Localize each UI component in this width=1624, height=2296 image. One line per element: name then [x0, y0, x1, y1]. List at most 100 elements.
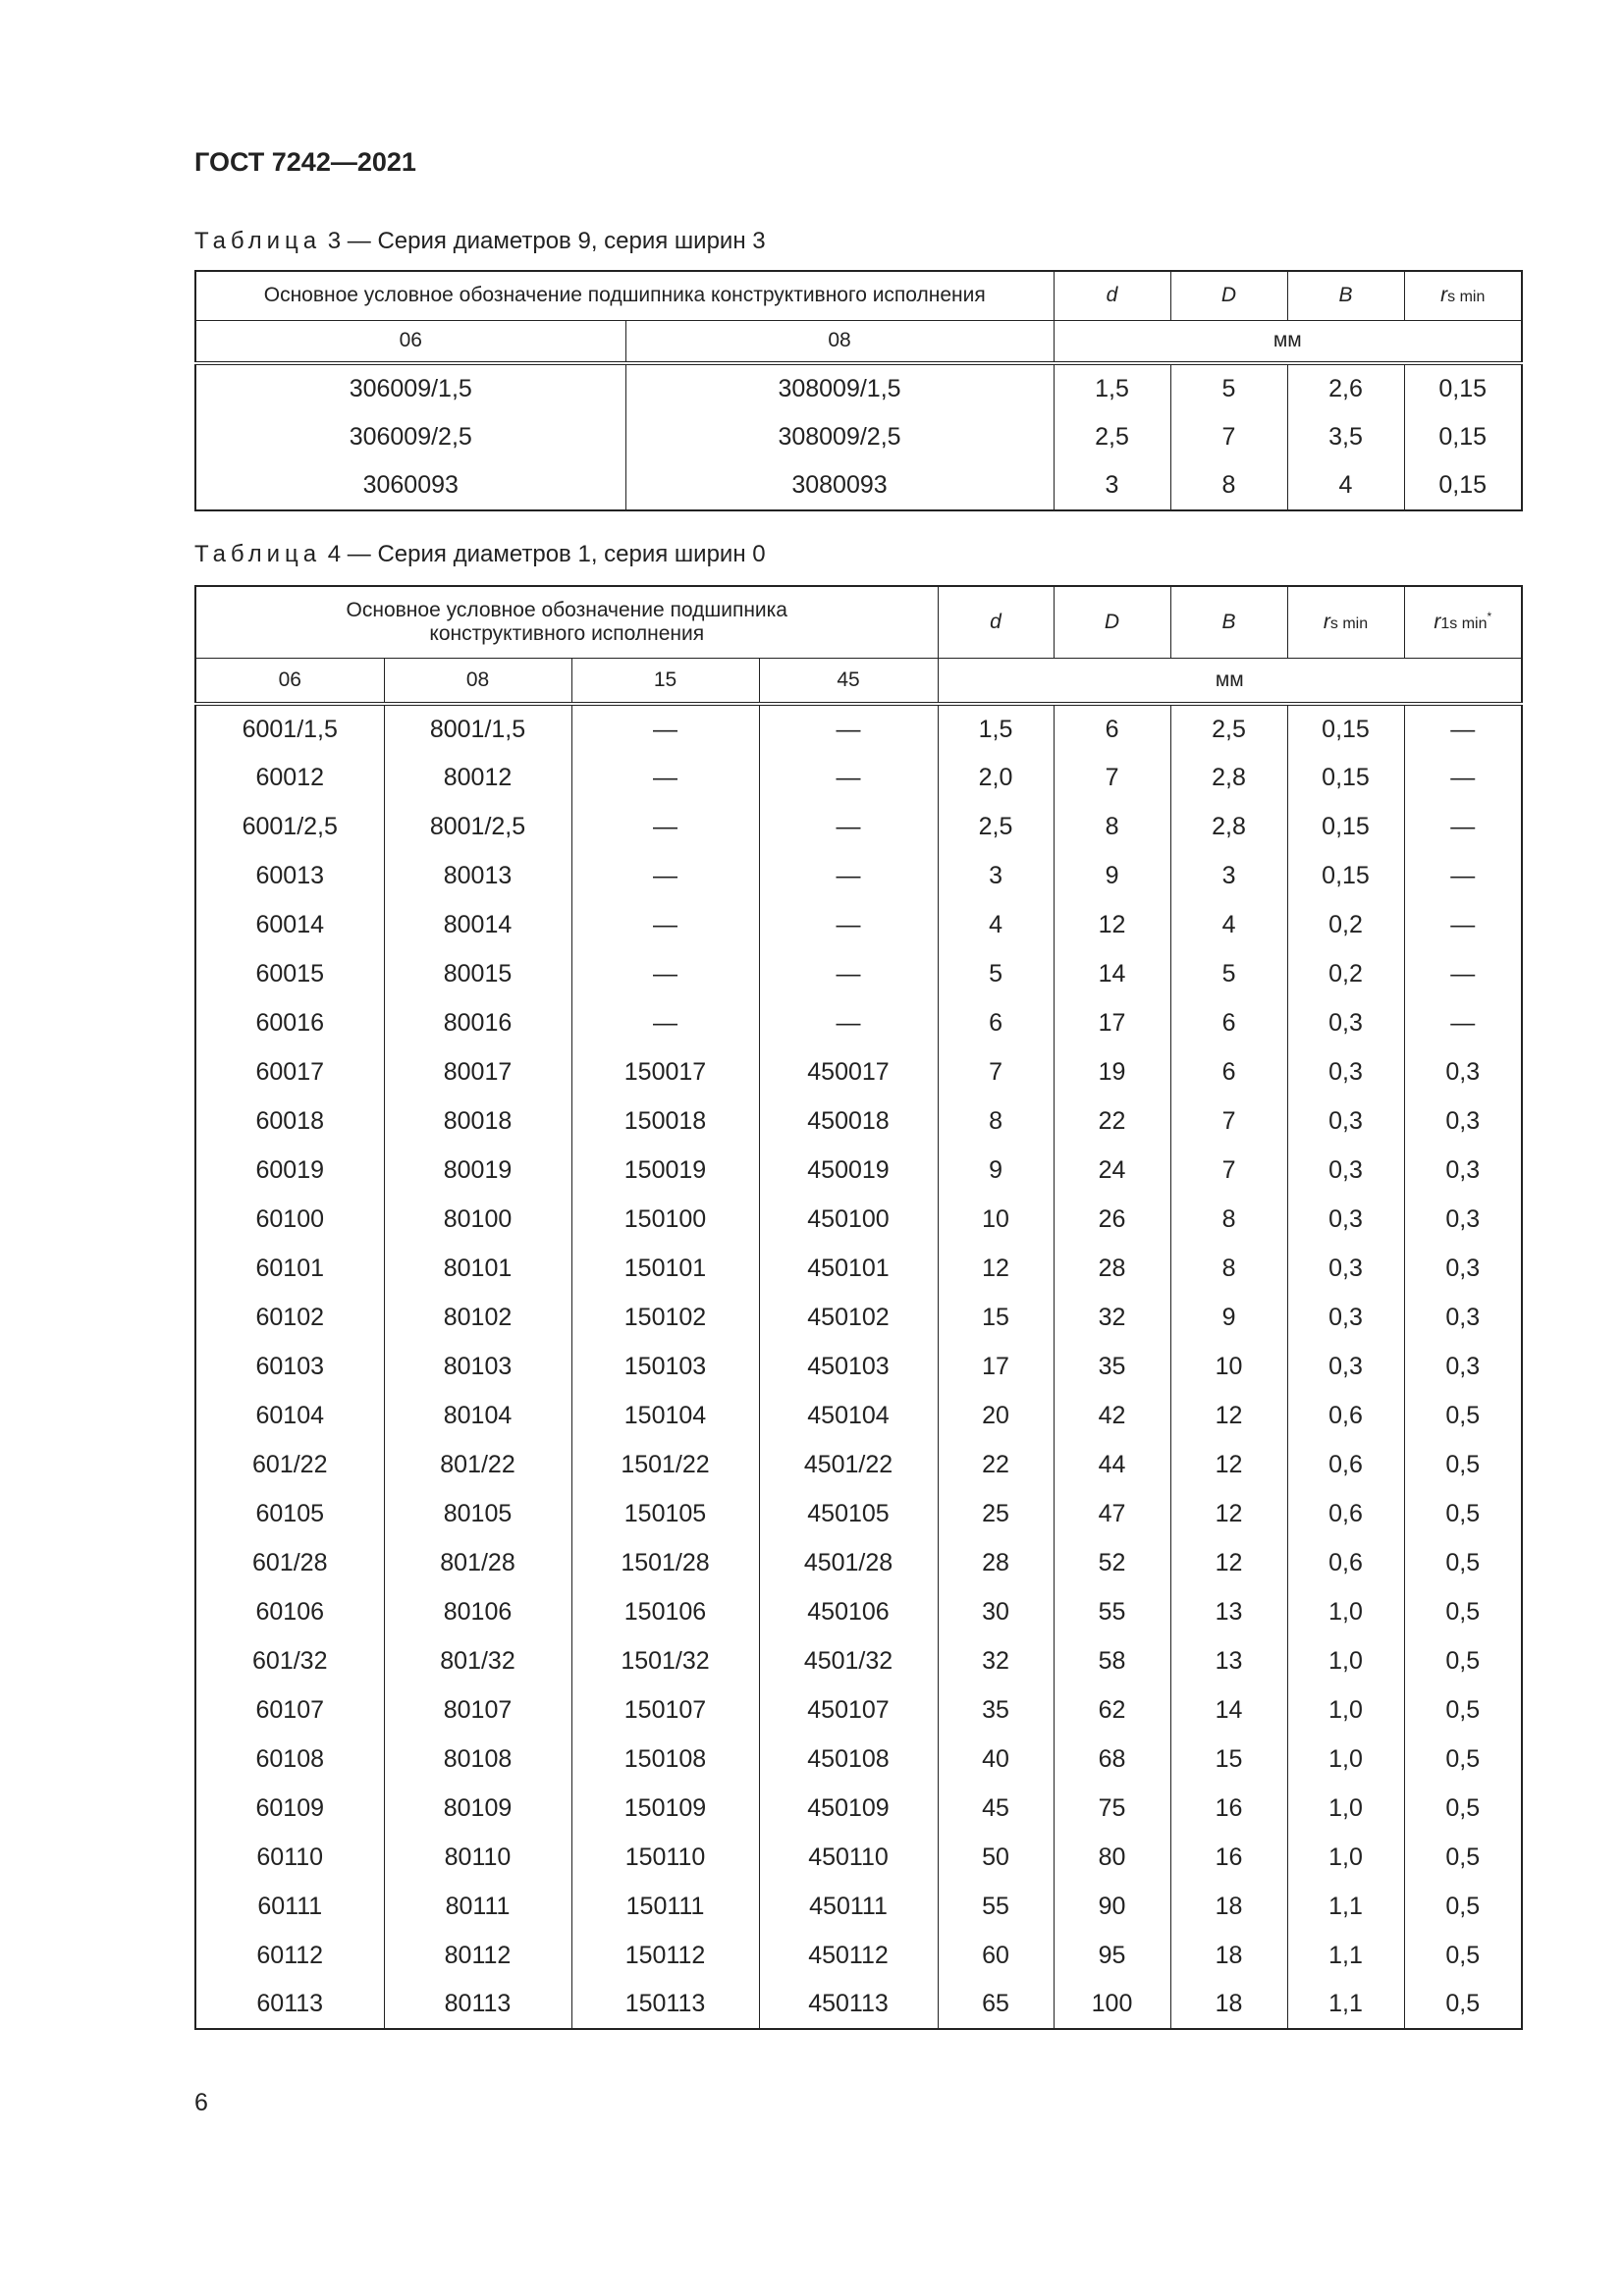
- table-cell: 1501/22: [570, 1440, 760, 1489]
- series-06: 06: [194, 319, 626, 364]
- table-cell: 44: [1053, 1440, 1171, 1489]
- table-cell: 0,6: [1286, 1391, 1405, 1440]
- page-number: 6: [194, 2089, 208, 2116]
- table-cell: 75: [1053, 1784, 1171, 1833]
- table-cell: 17: [937, 1342, 1055, 1391]
- table-cell: 50: [937, 1833, 1055, 1882]
- header-B: B: [1169, 585, 1288, 659]
- series-08: 08: [624, 319, 1055, 364]
- table-cell: 10: [937, 1195, 1055, 1244]
- table-cell: 6: [1169, 1047, 1288, 1096]
- table-cell: 80012: [383, 753, 572, 802]
- table-cell: —: [1403, 753, 1523, 802]
- table-row: 60109 80109 150109 450109 45 75 16 1,0 0,5: [194, 1784, 1523, 1833]
- table-cell: 60018: [194, 1096, 385, 1146]
- table-cell: 60108: [194, 1735, 385, 1784]
- header-r1s-min: r1s min*: [1403, 585, 1523, 659]
- table-cell: 450109: [758, 1784, 939, 1833]
- table-cell: 150018: [570, 1096, 760, 1146]
- table-cell: 0,3: [1403, 1146, 1523, 1195]
- document-title: ГОСТ 7242—2021: [194, 147, 416, 177]
- table-cell: 32: [1053, 1293, 1171, 1342]
- series-15: 15: [570, 657, 760, 705]
- table-cell: 2,8: [1169, 802, 1288, 851]
- series-45: 45: [758, 657, 939, 705]
- table-cell: 6: [1169, 998, 1288, 1047]
- table-cell: 450017: [758, 1047, 939, 1096]
- table-cell: 0,6: [1286, 1538, 1405, 1587]
- table-cell: 150108: [570, 1735, 760, 1784]
- table-cell: 15: [937, 1293, 1055, 1342]
- table-cell: 2,8: [1169, 753, 1288, 802]
- table-cell: —: [758, 851, 939, 900]
- table-cell: 19: [1053, 1047, 1171, 1096]
- table-row: 60108 80108 150108 450108 40 68 15 1,0 0,5: [194, 1735, 1523, 1784]
- table-cell: 308009/2,5: [624, 412, 1055, 461]
- table-row: 60100 80100 150100 450100 10 26 8 0,3 0,3: [194, 1195, 1523, 1244]
- table-cell: 150109: [570, 1784, 760, 1833]
- table-cell: 60102: [194, 1293, 385, 1342]
- table-cell: 60109: [194, 1784, 385, 1833]
- table-cell: 47: [1053, 1489, 1171, 1538]
- table-cell: 0,5: [1403, 1440, 1523, 1489]
- table-row: 60017 80017 150017 450017 7 19 6 0,3 0,3: [194, 1047, 1523, 1096]
- table-cell: 80112: [383, 1931, 572, 1980]
- table-cell: 0,5: [1403, 1538, 1523, 1587]
- table-cell: 8001/1,5: [383, 702, 572, 753]
- table-row: 60107 80107 150107 450107 35 62 14 1,0 0,5: [194, 1685, 1523, 1735]
- table-cell: 80108: [383, 1735, 572, 1784]
- table-cell: 450019: [758, 1146, 939, 1195]
- table-row: 60015 80015— —5 14 5 0,2—: [194, 949, 1523, 998]
- table-cell: 0,3: [1286, 998, 1405, 1047]
- table-cell: —: [570, 753, 760, 802]
- series-06: 06: [194, 657, 385, 705]
- table-cell: 3: [937, 851, 1055, 900]
- table-cell: 1,0: [1286, 1833, 1405, 1882]
- table-cell: —: [1403, 851, 1523, 900]
- table-cell: 60107: [194, 1685, 385, 1735]
- table-cell: 450106: [758, 1587, 939, 1636]
- table-cell: 0,5: [1403, 1735, 1523, 1784]
- table-cell: 60100: [194, 1195, 385, 1244]
- table-cell: 12: [1169, 1489, 1288, 1538]
- table-cell: 65: [937, 1980, 1055, 2029]
- table-cell: 450103: [758, 1342, 939, 1391]
- table-cell: 90: [1053, 1882, 1171, 1931]
- table-cell: 150107: [570, 1685, 760, 1735]
- table-cell: 1,1: [1286, 1980, 1405, 2029]
- table-cell: 60: [937, 1931, 1055, 1980]
- table-cell: 4501/22: [758, 1440, 939, 1489]
- table-cell: 450110: [758, 1833, 939, 1882]
- table-cell: 1501/28: [570, 1538, 760, 1587]
- table-cell: 12: [937, 1244, 1055, 1293]
- table-cell: 60014: [194, 900, 385, 949]
- table-cell: 150112: [570, 1931, 760, 1980]
- table-cell: 801/32: [383, 1636, 572, 1685]
- table-row: 60012 80012— —2,0 7 2,8 0,15—: [194, 753, 1523, 802]
- table-cell: 12: [1169, 1440, 1288, 1489]
- table-row: 60018 80018 150018 450018 8 22 7 0,3 0,3: [194, 1096, 1523, 1146]
- table-cell: 100: [1053, 1980, 1171, 2029]
- table-cell: 801/22: [383, 1440, 572, 1489]
- table-cell: 80015: [383, 949, 572, 998]
- table-cell: 1,5: [1053, 361, 1171, 412]
- table-cell: 3: [1169, 851, 1288, 900]
- table-cell: 9: [937, 1146, 1055, 1195]
- table-cell: —: [758, 900, 939, 949]
- table-cell: 17: [1053, 998, 1171, 1047]
- table-row: 60019 80019 150019 450019 9 24 7 0,3 0,3: [194, 1146, 1523, 1195]
- table-cell: 0,3: [1286, 1096, 1405, 1146]
- table-cell: 0,5: [1403, 1931, 1523, 1980]
- table-cell: 62: [1053, 1685, 1171, 1735]
- table-cell: 80016: [383, 998, 572, 1047]
- table-cell: 42: [1053, 1391, 1171, 1440]
- table-cell: 55: [1053, 1587, 1171, 1636]
- table-cell: 1,5: [937, 702, 1055, 753]
- table-cell: 80106: [383, 1587, 572, 1636]
- table-cell: 0,5: [1403, 1636, 1523, 1685]
- table-cell: 16: [1169, 1784, 1288, 1833]
- table-cell: 6001/2,5: [194, 802, 385, 851]
- table-cell: 55: [937, 1882, 1055, 1931]
- table-cell: 60104: [194, 1391, 385, 1440]
- table-cell: 80103: [383, 1342, 572, 1391]
